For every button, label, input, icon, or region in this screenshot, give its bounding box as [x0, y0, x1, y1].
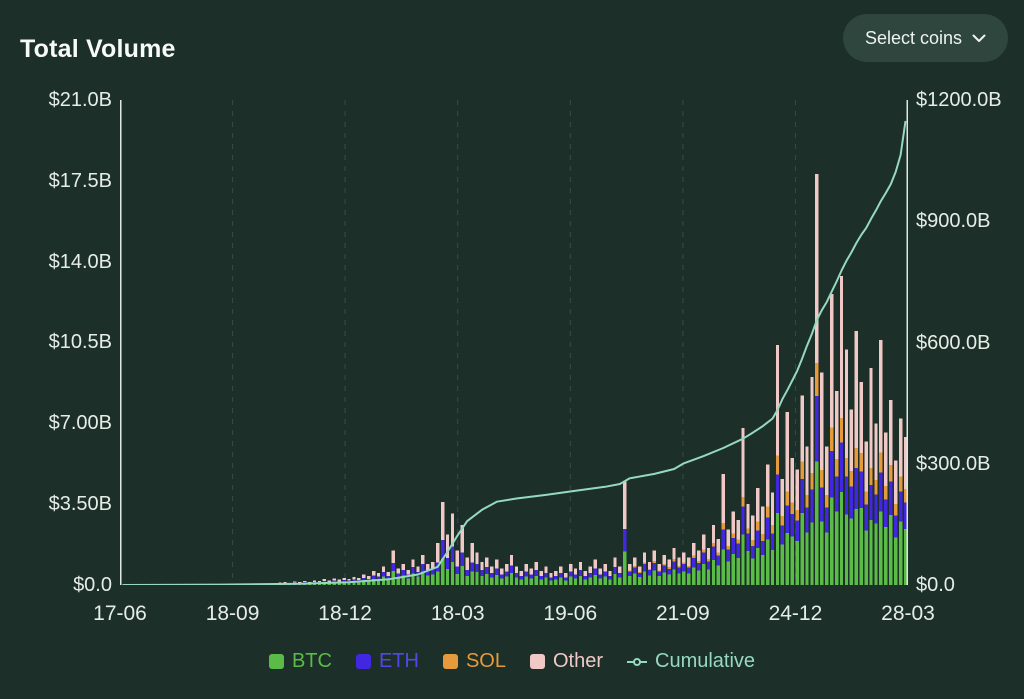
left-tick: $0.0 [73, 573, 112, 596]
total-volume-chart[interactable] [120, 100, 908, 585]
select-coins-button[interactable]: Select coins [842, 14, 1008, 62]
left-axis: $21.0B $17.5B $14.0B $10.5B $7.00B $3.50… [0, 90, 112, 595]
right-tick: $300.0B [916, 452, 991, 475]
left-tick: $3.50B [48, 493, 112, 516]
x-tick: 28-03 [881, 602, 935, 625]
legend-label: ETH [378, 650, 419, 672]
x-tick: 21-09 [655, 602, 710, 625]
left-tick: $14.0B [48, 250, 112, 273]
chart-legend: BTC ETH SOL Other Cumulative [0, 650, 1024, 673]
x-tick: 18-03 [430, 602, 485, 625]
legend-item-cumulative[interactable]: Cumulative [627, 650, 755, 673]
right-tick: $600.0B [916, 331, 991, 354]
volume-bars-svg[interactable] [120, 100, 908, 585]
page-title: Total Volume [20, 34, 176, 63]
left-tick: $17.5B [48, 169, 112, 192]
other-swatch-icon [529, 654, 545, 669]
left-tick: $21.0B [48, 89, 112, 111]
right-axis: $1200.0B $900.0B $600.0B $300.0B $0.0 [916, 90, 1024, 595]
cumulative-line-icon [627, 657, 647, 666]
right-tick: $0.0 [916, 574, 955, 595]
sol-swatch-icon [442, 654, 458, 669]
legend-label: Other [552, 650, 603, 672]
left-tick: $7.00B [48, 412, 112, 435]
x-axis: 17-06 18-09 18-12 18-03 19-06 21-09 24-1… [93, 602, 935, 630]
right-tick: $900.0B [916, 210, 991, 233]
select-coins-label: Select coins [864, 27, 962, 48]
x-tick: 19-06 [543, 602, 598, 625]
legend-label: Cumulative [655, 650, 756, 672]
chevron-down-icon [972, 34, 986, 43]
x-tick: 18-09 [205, 602, 260, 625]
x-tick: 17-06 [93, 602, 147, 625]
legend-item-btc[interactable]: BTC [268, 650, 332, 673]
legend-label: BTC [291, 650, 332, 672]
legend-item-eth[interactable]: ETH [355, 650, 419, 673]
right-tick: $1200.0B [916, 90, 1002, 111]
legend-item-sol[interactable]: SOL [442, 650, 506, 673]
eth-swatch-icon [355, 654, 371, 669]
legend-item-other[interactable]: Other [529, 650, 603, 673]
left-tick: $10.5B [48, 331, 112, 354]
legend-label: SOL [465, 650, 506, 672]
x-tick: 18-12 [318, 602, 372, 625]
btc-swatch-icon [268, 654, 284, 669]
x-tick: 24-12 [768, 602, 823, 625]
